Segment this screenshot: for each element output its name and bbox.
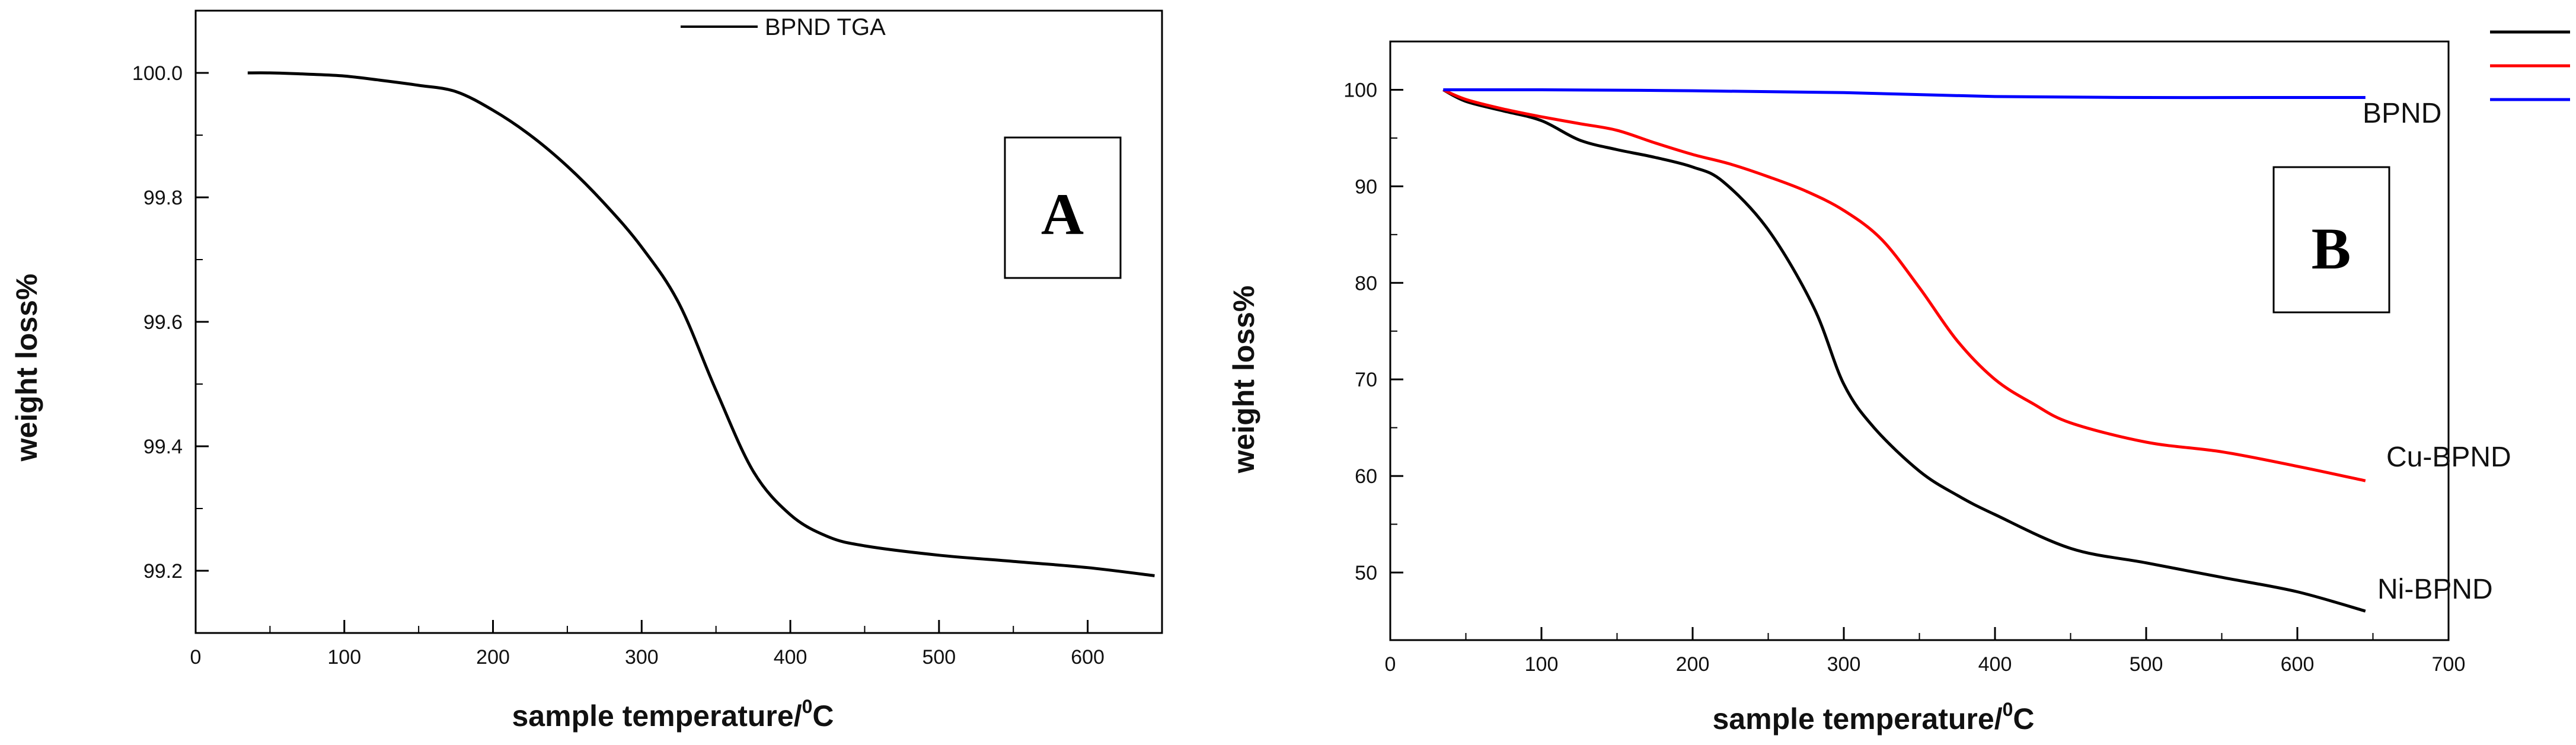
panel-b-letter: B <box>2312 216 2351 282</box>
series-line-bpnd-tga <box>247 71 1155 577</box>
panel-a-y-axis-title: weight loss% <box>10 274 43 462</box>
panel-b-y-tick-label: 100 <box>1343 79 1377 101</box>
panel-b-x-tick-label: 600 <box>2281 653 2315 676</box>
panel-a-x-tick-label: 100 <box>327 646 361 669</box>
panel-b-x-tick-label: 0 <box>1385 653 1396 676</box>
panel-a-y-tick-label: 99.8 <box>143 187 183 209</box>
annotation-ni-bpnd: Ni-BPND <box>2377 574 2493 605</box>
panel-b-chart: weight loss% 50 60 70 80 90 100 0 100 200 300 400… <box>1227 30 2570 736</box>
annotation-bpnd: BPND <box>2363 98 2441 129</box>
panel-a-x-tick-label: 600 <box>1071 646 1105 669</box>
panel-a-x-axis-title: sample temperature/0C <box>512 696 834 733</box>
panel-b-x-tick-label: 700 <box>2432 653 2466 676</box>
panel-b-letter-box <box>2272 166 2390 314</box>
series-line-cu-bpnd <box>1442 88 2366 482</box>
panel-b-x-tick-label: 200 <box>1676 653 1710 676</box>
panel-a-plot-frame <box>194 9 1163 634</box>
panel-b-y-tick-label: 50 <box>1355 562 1377 584</box>
panel-a-y-tick-label: 100.0 <box>132 62 183 85</box>
panel-a-letter-box <box>1004 136 1122 279</box>
panel-a-y-tick-label: 99.6 <box>143 311 183 334</box>
panel-a-chart: weight loss% 99.2 99.4 99.6 99.8 100.0 0 100 2… <box>10 9 1163 733</box>
panel-b-x-tick-label: 400 <box>1978 653 2012 676</box>
panel-a-y-tick-label: 99.4 <box>143 436 183 458</box>
panel-b-plot-frame <box>1389 40 2450 641</box>
panel-a-x-tick-label: 500 <box>922 646 956 669</box>
panel-b-x-tick-label: 100 <box>1525 653 1559 676</box>
panel-b-y-tick-label: 90 <box>1355 175 1377 198</box>
panel-a-y-tick-label: 99.2 <box>143 560 183 583</box>
panel-b-y-tick-label: 80 <box>1355 272 1377 295</box>
panel-a-x-tick-label: 400 <box>774 646 807 669</box>
panel-a-legend-label: BPND TGA <box>765 14 886 40</box>
panel-b-x-tick-label: 300 <box>1827 653 1861 676</box>
panel-b-y-tick-label: 60 <box>1355 465 1377 488</box>
series-line-bpnd <box>1443 88 2366 100</box>
panel-a-letter: A <box>1041 181 1084 247</box>
panel-a-x-tick-label: 200 <box>476 646 510 669</box>
series-line-ni-bpnd <box>1442 88 2366 613</box>
panel-b-x-axis-title: sample temperature/0C <box>1713 699 2035 736</box>
annotation-cu-bpnd: Cu-BPND <box>2386 442 2511 473</box>
panel-b-y-tick-label: 70 <box>1355 369 1377 391</box>
panel-a-x-tick-label: 300 <box>625 646 659 669</box>
panel-a-x-tick-label: 0 <box>190 646 202 669</box>
panel-b-x-tick-label: 500 <box>2130 653 2163 676</box>
panel-b-y-axis-title: weight loss% <box>1227 286 1260 474</box>
